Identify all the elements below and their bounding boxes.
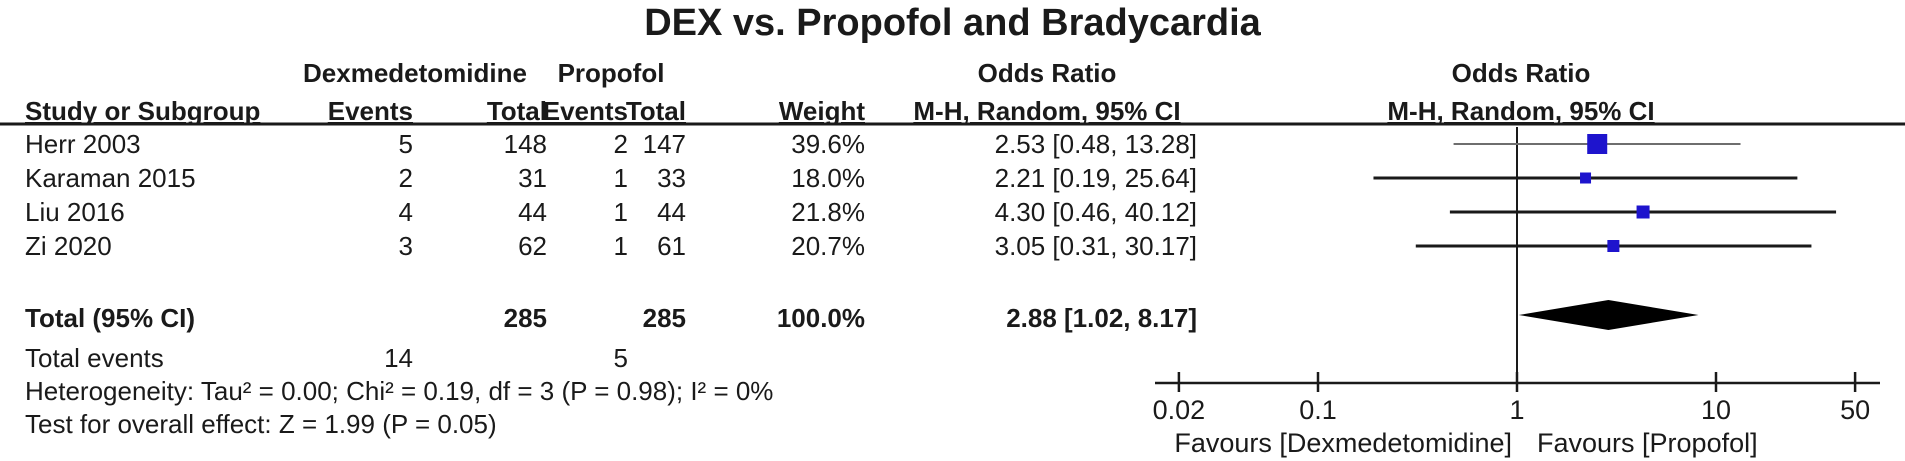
- group-header-propofol: Propofol: [557, 58, 665, 88]
- total-weight: 100.0%: [776, 303, 865, 333]
- dex-total: 44: [518, 197, 547, 227]
- axis-tick-label: 1: [1509, 395, 1524, 425]
- dex-total: 148: [503, 129, 547, 159]
- prop-total: 61: [657, 231, 686, 261]
- col-header-weight: Weight: [778, 96, 865, 126]
- favours-right-label: Favours [Propofol]: [1537, 428, 1758, 458]
- axis-tick-label: 0.1: [1299, 395, 1337, 425]
- col-header-prop-events: Events: [542, 96, 628, 126]
- dex-total: 62: [518, 231, 547, 261]
- total-dex-total: 285: [503, 303, 547, 333]
- heterogeneity-text: Heterogeneity: Tau² = 0.00; Chi² = 0.19,…: [25, 376, 774, 406]
- dex-total: 31: [518, 163, 547, 193]
- weight: 39.6%: [791, 129, 865, 159]
- prop-total: 147: [642, 129, 686, 159]
- group-header-odds-ratio-text: Odds Ratio: [977, 58, 1117, 88]
- total-row: Total (95% CI) 285 285 100.0% 2.88 [1.02…: [0, 303, 1905, 333]
- col-header-dex-events: Events: [327, 96, 413, 126]
- study-name: Karaman 2015: [25, 163, 196, 193]
- total-events-prop: 5: [613, 343, 628, 373]
- table-row: Karaman 2015 2 31 1 33 18.0% 2.21 [0.19,…: [0, 163, 1905, 193]
- prop-events: 1: [613, 231, 628, 261]
- dex-events: 2: [398, 163, 413, 193]
- favours-left-label: Favours [Dexmedetomidine]: [1174, 428, 1512, 458]
- axis-tick-label: 50: [1840, 395, 1870, 425]
- table-row: Zi 2020 3 62 1 61 20.7% 3.05 [0.31, 30.1…: [0, 231, 1905, 261]
- dex-events: 3: [398, 231, 413, 261]
- study-name: Zi 2020: [25, 231, 112, 261]
- total-events-row: Total events 14 5: [0, 343, 1905, 373]
- study-name: Herr 2003: [25, 129, 141, 159]
- col-header-mh-random-ci-plot: M-H, Random, 95% CI: [1387, 96, 1655, 126]
- axis-tick-label: 10: [1701, 395, 1731, 425]
- figure-title: DEX vs. Propofol and Bradycardia: [644, 2, 1261, 44]
- total-events-label: Total events: [25, 343, 164, 373]
- prop-events: 1: [613, 197, 628, 227]
- group-header-dexmedetomidine: Dexmedetomidine: [303, 58, 527, 88]
- col-header-mh-random-ci-text: M-H, Random, 95% CI: [913, 96, 1181, 126]
- overall-effect-text: Test for overall effect: Z = 1.99 (P = 0…: [25, 409, 497, 439]
- prop-total: 33: [657, 163, 686, 193]
- weight: 20.7%: [791, 231, 865, 261]
- total-prop-total: 285: [642, 303, 686, 333]
- group-header-odds-ratio-plot: Odds Ratio: [1451, 58, 1591, 88]
- or-ci-text: 2.53 [0.48, 13.28]: [994, 129, 1197, 159]
- dex-events: 5: [398, 129, 413, 159]
- total-label: Total (95% CI): [25, 303, 195, 333]
- or-ci-text: 4.30 [0.46, 40.12]: [994, 197, 1197, 227]
- total-events-dex: 14: [384, 343, 413, 373]
- axis-tick-label: 0.02: [1153, 395, 1206, 425]
- prop-total: 44: [657, 197, 686, 227]
- prop-events: 2: [613, 129, 628, 159]
- table-row: Liu 2016 4 44 1 44 21.8% 4.30 [0.46, 40.…: [0, 197, 1905, 227]
- dex-events: 4: [398, 197, 413, 227]
- or-ci-text: 2.21 [0.19, 25.64]: [994, 163, 1197, 193]
- prop-events: 1: [613, 163, 628, 193]
- col-header-dex-total: Total: [486, 96, 547, 126]
- total-or-ci-text: 2.88 [1.02, 8.17]: [1006, 303, 1197, 333]
- col-header-prop-total: Total: [625, 96, 686, 126]
- table-row: Herr 2003 5 148 2 147 39.6% 2.53 [0.48, …: [0, 129, 1905, 159]
- col-header-study: Study or Subgroup: [25, 96, 261, 126]
- or-ci-text: 3.05 [0.31, 30.17]: [994, 231, 1197, 261]
- weight: 18.0%: [791, 163, 865, 193]
- weight: 21.8%: [791, 197, 865, 227]
- study-name: Liu 2016: [25, 197, 125, 227]
